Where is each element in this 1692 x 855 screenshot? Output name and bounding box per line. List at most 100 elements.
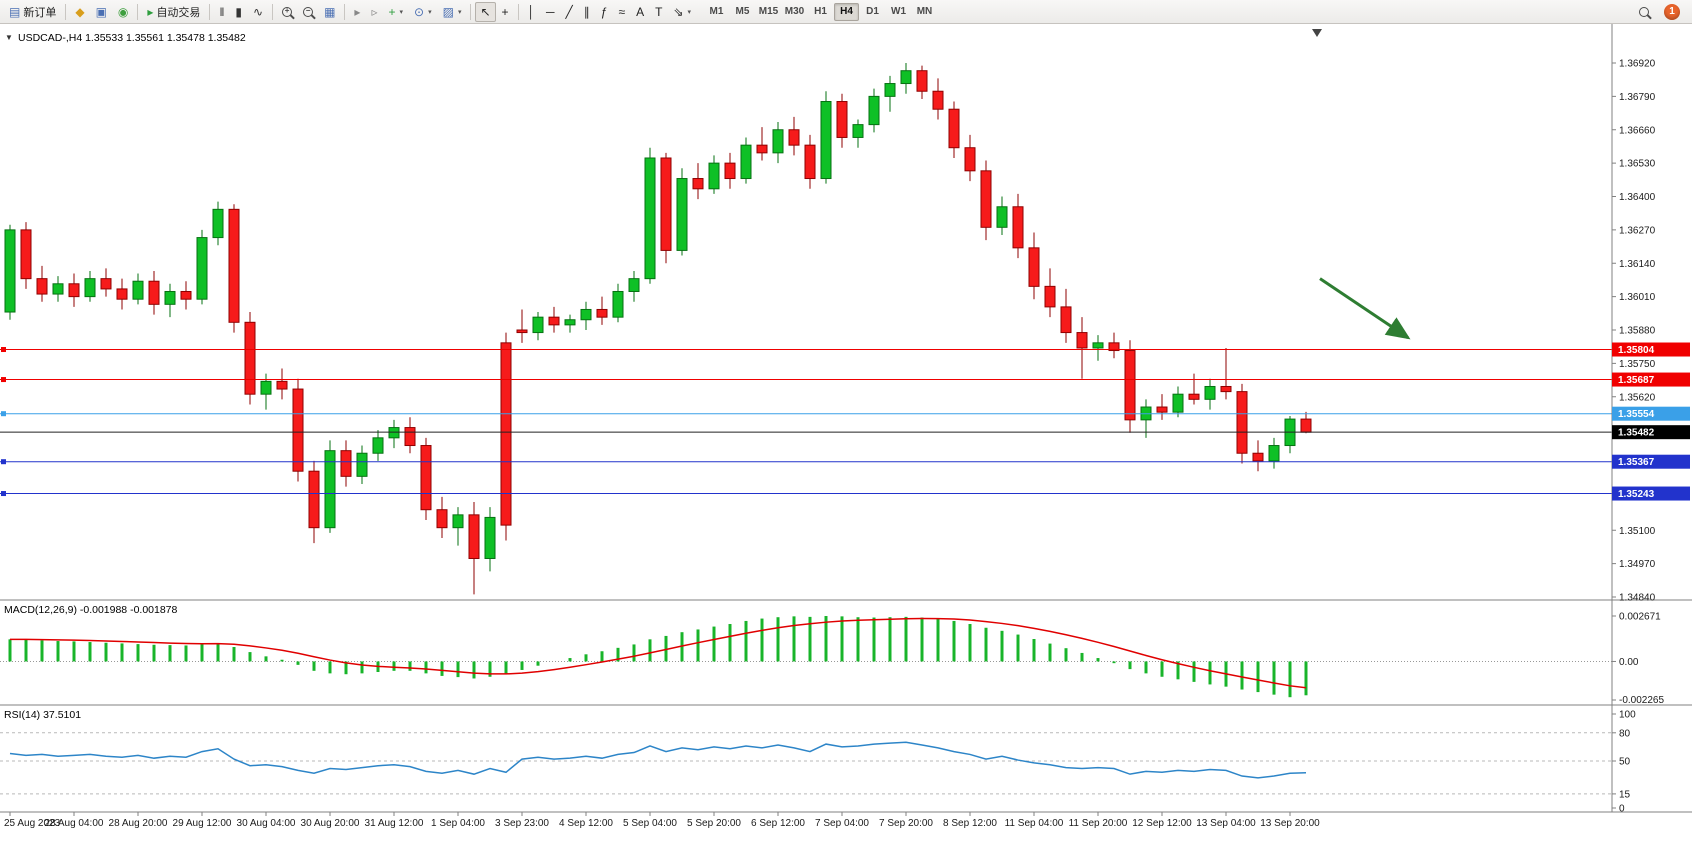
svg-text:31 Aug 12:00: 31 Aug 12:00 <box>365 818 424 829</box>
svg-text:0.00: 0.00 <box>1619 657 1639 668</box>
dropdown-caret-icon: ▾ <box>399 8 404 16</box>
chart-shift-icon: ▹ <box>371 4 378 19</box>
line-chart-icon: ∿ <box>253 4 264 19</box>
news-button[interactable]: ◉ <box>113 2 133 22</box>
template-icon: ▨ <box>442 4 454 19</box>
timeframe-d1[interactable]: D1 <box>860 3 885 21</box>
text-button[interactable]: A <box>631 2 649 22</box>
timeframe-m1[interactable]: M1 <box>704 3 729 21</box>
indicators-button[interactable]: + ▾ <box>383 2 408 22</box>
toolbar-divider <box>517 3 519 20</box>
bar-chart-button[interactable]: ‖ <box>214 2 229 22</box>
toolbar-group: ▸ 自动交易 <box>142 2 205 22</box>
chart-ohlc-title: USDCAD-,H4 1.35533 1.35561 1.35478 1.354… <box>18 32 246 44</box>
svg-text:1.36530: 1.36530 <box>1619 159 1656 170</box>
auto-scroll-button[interactable]: ▸ <box>349 2 365 22</box>
auto-scroll-icon: ▸ <box>354 4 361 19</box>
svg-text:0: 0 <box>1619 804 1625 815</box>
periods-button[interactable]: ⊙ ▾ <box>409 2 437 22</box>
tile-windows-button[interactable]: ▦ <box>319 2 340 22</box>
svg-text:-0.002265: -0.002265 <box>1619 695 1664 706</box>
svg-text:1.35804: 1.35804 <box>1618 345 1655 356</box>
chart-window[interactable]: MACD(12,26,9) -0.001988 -0.001878 RSI(14)… <box>0 24 1692 855</box>
arrow-object-icon: ⇘ <box>673 4 684 19</box>
autotrading-button[interactable]: ▸ 自动交易 <box>142 2 205 22</box>
arrows-button[interactable]: ⇘ ▾ <box>668 2 696 22</box>
line-chart-button[interactable]: ∿ <box>248 2 268 22</box>
annotation-arrow[interactable] <box>1319 277 1411 340</box>
trendline-button[interactable]: ╱ <box>561 2 578 22</box>
horizontal-line-button[interactable]: ─ <box>541 2 560 22</box>
label-button[interactable]: T <box>650 2 667 22</box>
toolbar-divider <box>272 3 274 20</box>
toolbar-group: ◆ ▣ ◉ <box>70 2 133 22</box>
svg-text:30 Aug 04:00: 30 Aug 04:00 <box>237 818 296 829</box>
shapes-button[interactable]: ≈ <box>613 2 630 22</box>
timeframe-h1[interactable]: H1 <box>808 3 833 21</box>
one-click-collapse-icon[interactable]: ▼ <box>5 33 13 42</box>
cursor-icon: ↖ <box>480 4 491 19</box>
toolbar-group: ↖ + <box>475 1 514 22</box>
svg-text:13 Sep 04:00: 13 Sep 04:00 <box>1196 818 1256 829</box>
svg-text:1.36400: 1.36400 <box>1619 192 1656 203</box>
price-line-handle[interactable] <box>1 377 6 383</box>
rsi-pane: RSI(14) 37.5101 <box>0 709 1612 795</box>
toolbar-right: 1 <box>1634 2 1688 22</box>
toolbar-group: ▸ ▹ + ▾ ⊙ ▾ ▨ ▾ <box>349 2 466 22</box>
timeframe-h4[interactable]: H4 <box>834 2 859 21</box>
clock-icon: ⊙ <box>414 4 425 19</box>
price-axis[interactable]: 1.36920 1.36790 1.36660 1.36530 1.36400 1.362… <box>1611 24 1690 815</box>
timeframe-w1[interactable]: W1 <box>886 3 911 21</box>
macd-signal-line <box>9 617 1307 689</box>
chart-canvas[interactable]: MACD(12,26,9) -0.001988 -0.001878 RSI(14)… <box>0 24 1692 855</box>
tile-windows-icon: ▦ <box>324 4 336 19</box>
svg-text:1.36010: 1.36010 <box>1619 292 1656 303</box>
toolbar-group: │ ─ ╱ ∥ ƒ ≈ A T ⇘ ▾ <box>523 2 696 22</box>
chart-shift-marker-icon[interactable] <box>1312 29 1322 37</box>
price-line-handle[interactable] <box>1 459 6 465</box>
templates-button[interactable]: ▨ ▾ <box>438 2 467 22</box>
candles-layer <box>4 63 1312 595</box>
toolbar-divider <box>65 3 67 20</box>
timeframe-m15[interactable]: M15 <box>756 3 781 21</box>
text-icon: A <box>636 4 645 19</box>
shapes-icon: ≈ <box>618 4 626 19</box>
fibonacci-icon: ƒ <box>600 4 608 19</box>
timeframe-mn[interactable]: MN <box>912 3 937 21</box>
channel-button[interactable]: ∥ <box>579 2 595 22</box>
dropdown-caret-icon: ▾ <box>687 8 691 16</box>
crosshair-button[interactable]: + <box>497 2 514 22</box>
svg-text:1.35100: 1.35100 <box>1619 526 1656 537</box>
label-icon: T <box>655 4 663 19</box>
search-button[interactable] <box>1634 2 1654 22</box>
new-order-button[interactable]: ▤ 新订单 <box>4 2 61 22</box>
zoom-out-button[interactable]: − <box>298 2 318 22</box>
gold-chart-button[interactable]: ◆ <box>70 2 89 22</box>
svg-text:1.35554: 1.35554 <box>1618 409 1655 420</box>
price-line-handle[interactable] <box>1 491 6 497</box>
svg-text:100: 100 <box>1619 710 1636 721</box>
timeframe-m30[interactable]: M30 <box>782 3 807 21</box>
candlestick-chart-button[interactable]: ▮ <box>230 2 247 22</box>
svg-text:80: 80 <box>1619 728 1631 739</box>
chart-shift-button[interactable]: ▹ <box>366 2 382 22</box>
notification-badge[interactable]: 1 <box>1664 3 1680 20</box>
price-line-handle[interactable] <box>1 411 6 417</box>
svg-text:1.35687: 1.35687 <box>1618 375 1655 386</box>
toolbar-divider <box>209 3 211 20</box>
svg-text:1.36270: 1.36270 <box>1619 225 1656 236</box>
timeframe-m5[interactable]: M5 <box>730 3 755 21</box>
price-line-label <box>1612 342 1690 357</box>
svg-text:30 Aug 20:00: 30 Aug 20:00 <box>301 818 360 829</box>
fibonacci-button[interactable]: ƒ <box>596 2 613 22</box>
svg-text:5 Sep 04:00: 5 Sep 04:00 <box>623 818 677 829</box>
bar-chart-icon: ‖ <box>219 4 225 19</box>
zoom-in-button[interactable]: + <box>277 2 297 22</box>
price-line-handle[interactable] <box>1 347 6 353</box>
market-watch-icon: ▣ <box>95 4 107 19</box>
vertical-line-button[interactable]: │ <box>523 2 541 22</box>
cursor-button[interactable]: ↖ <box>475 1 496 22</box>
market-watch-button[interactable]: ▣ <box>91 2 112 22</box>
price-lines-layer[interactable] <box>0 347 1612 497</box>
